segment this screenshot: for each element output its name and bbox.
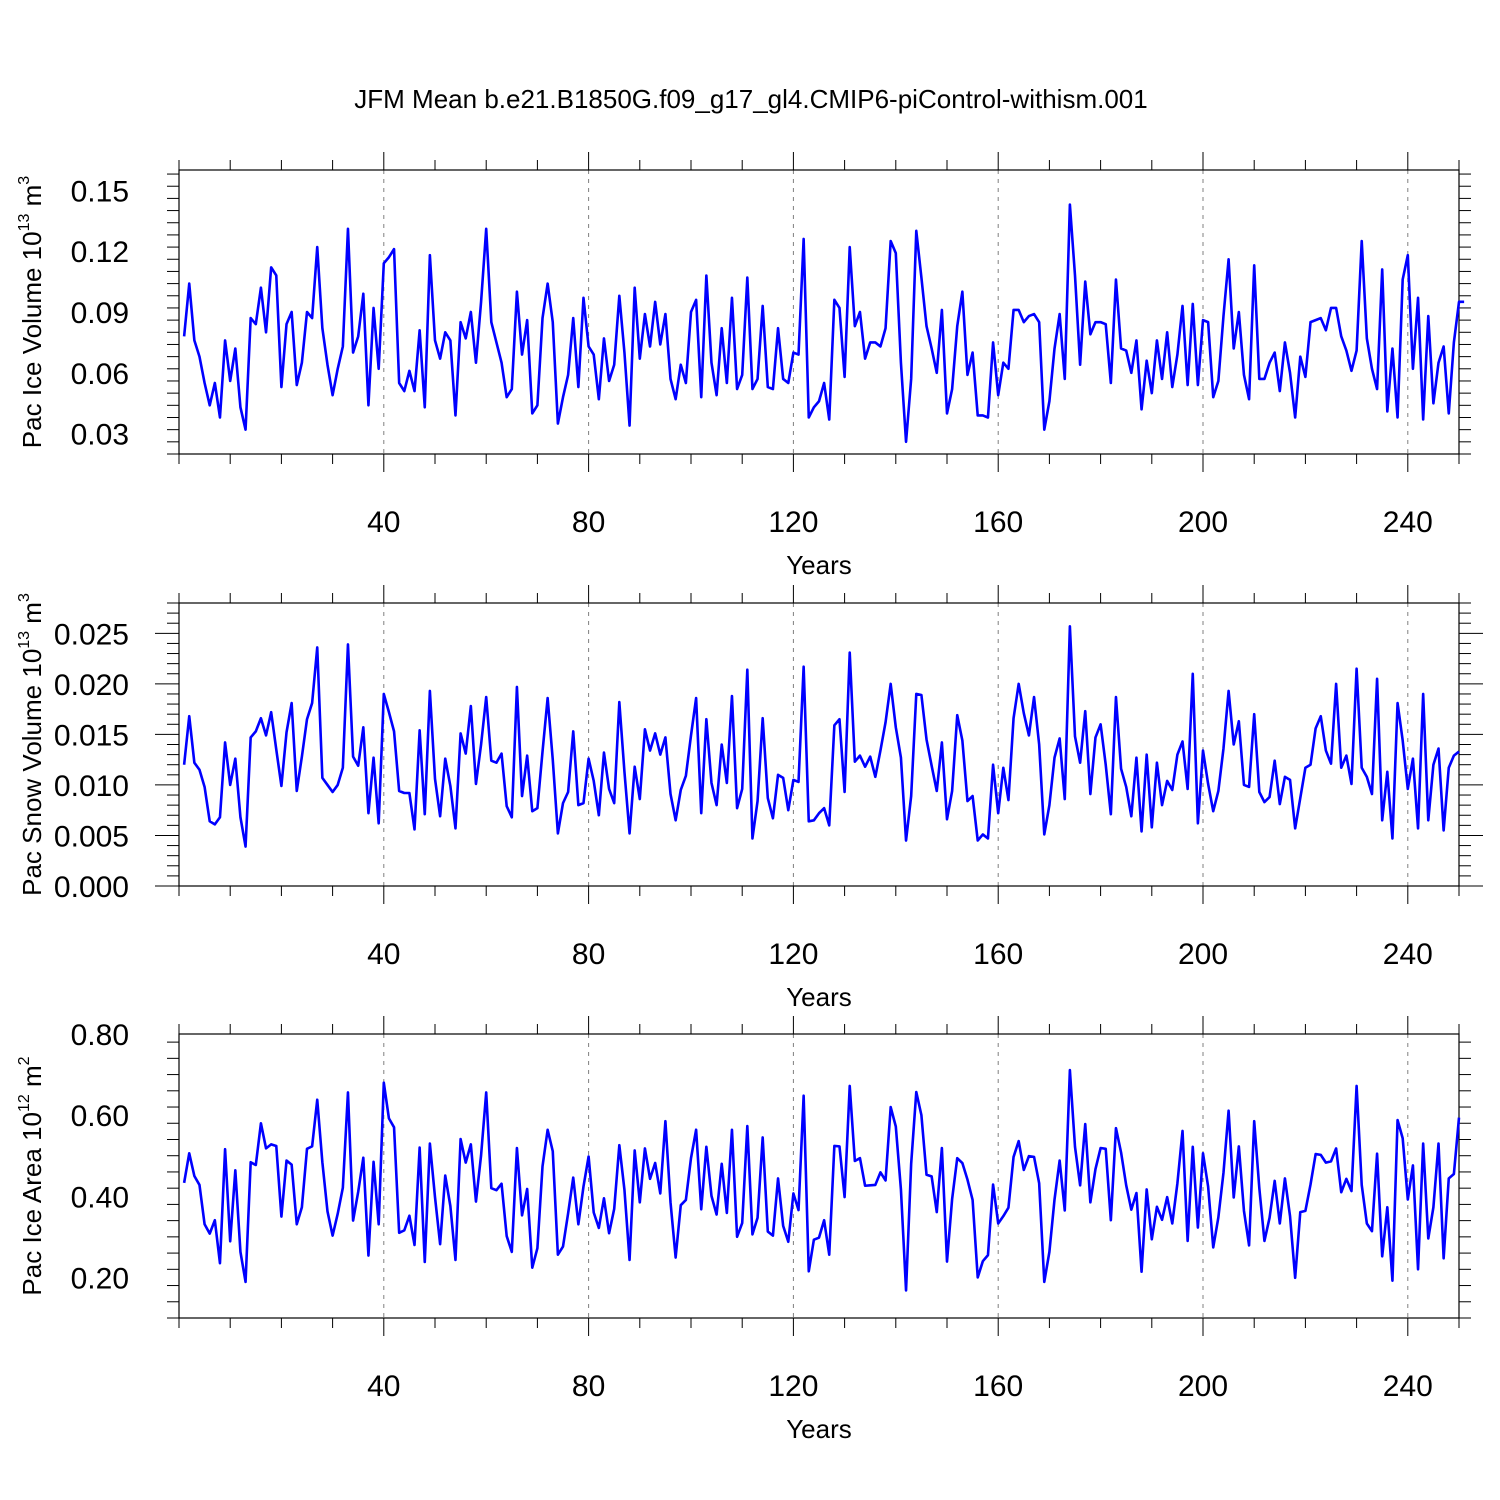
chart-title: JFM Mean b.e21.B1850G.f09_g17_gl4.CMIP6-…: [354, 84, 1147, 114]
y-tick-label: 0.015: [54, 719, 129, 752]
plot-frame: [178, 602, 1460, 887]
series-line: [182, 1068, 1461, 1292]
x-tick-label: 40: [367, 506, 400, 539]
y-tick-label: 0.40: [71, 1181, 129, 1214]
x-tick-label: 200: [1178, 1370, 1228, 1403]
x-axis-title: Years: [786, 982, 852, 1012]
x-tick-label: 200: [1178, 938, 1228, 971]
series-line: [182, 203, 1465, 444]
x-axis-title: Years: [786, 550, 852, 580]
x-tick-label: 160: [973, 1370, 1023, 1403]
series-line: [182, 624, 1460, 848]
panel-2: 40 80 120 160 200 240 0.000 0.005 0.010 0.015 0.02…: [16, 585, 1483, 1012]
x-tick-label: 200: [1178, 506, 1228, 539]
y-tick-label: 0.025: [54, 618, 129, 651]
y-tick-label: 0.000: [54, 871, 129, 904]
plot-frame: [178, 169, 1460, 455]
x-tick-label: 160: [973, 938, 1023, 971]
y-axis-title: Pac Snow Volume 1013 m3: [16, 593, 47, 896]
y-tick-label: 0.010: [54, 770, 129, 803]
x-tick-label: 40: [367, 938, 400, 971]
x-tick-label: 120: [768, 938, 818, 971]
panel-1: 40 80 120 160 200 240 0.03 0.06 0.09 0.12 0.15 Year…: [16, 152, 1471, 580]
x-axis-title: Years: [786, 1414, 852, 1444]
y-tick-label: 0.020: [54, 669, 129, 702]
y-tick-label: 0.005: [54, 820, 129, 853]
y-tick-label: 0.80: [71, 1019, 129, 1052]
y-tick-label: 0.12: [71, 236, 129, 269]
y-tick-label: 0.20: [71, 1262, 129, 1295]
x-tick-label: 240: [1383, 506, 1433, 539]
y-axis-title: Pac Ice Area 1012 m2: [16, 1056, 47, 1295]
y-tick-label: 0.15: [71, 175, 129, 208]
plot-frame: [178, 1033, 1460, 1319]
y-tick-label: 0.03: [71, 419, 129, 452]
x-tick-label: 160: [973, 506, 1023, 539]
panel-3: 40 80 120 160 200 240 0.20 0.40 0.60 0.80 Years Pac…: [16, 1016, 1471, 1444]
x-tick-label: 120: [768, 1370, 818, 1403]
x-tick-label: 240: [1383, 938, 1433, 971]
y-tick-label: 0.60: [71, 1100, 129, 1133]
x-tick-label: 80: [572, 1370, 605, 1403]
x-tick-label: 80: [572, 938, 605, 971]
x-tick-label: 40: [367, 1370, 400, 1403]
y-axis-title: Pac Ice Volume 1013 m3: [16, 176, 47, 449]
x-tick-label: 80: [572, 506, 605, 539]
y-tick-label: 0.09: [71, 297, 129, 330]
x-tick-label: 240: [1383, 1370, 1433, 1403]
y-tick-label: 0.06: [71, 358, 129, 391]
x-tick-label: 120: [768, 506, 818, 539]
